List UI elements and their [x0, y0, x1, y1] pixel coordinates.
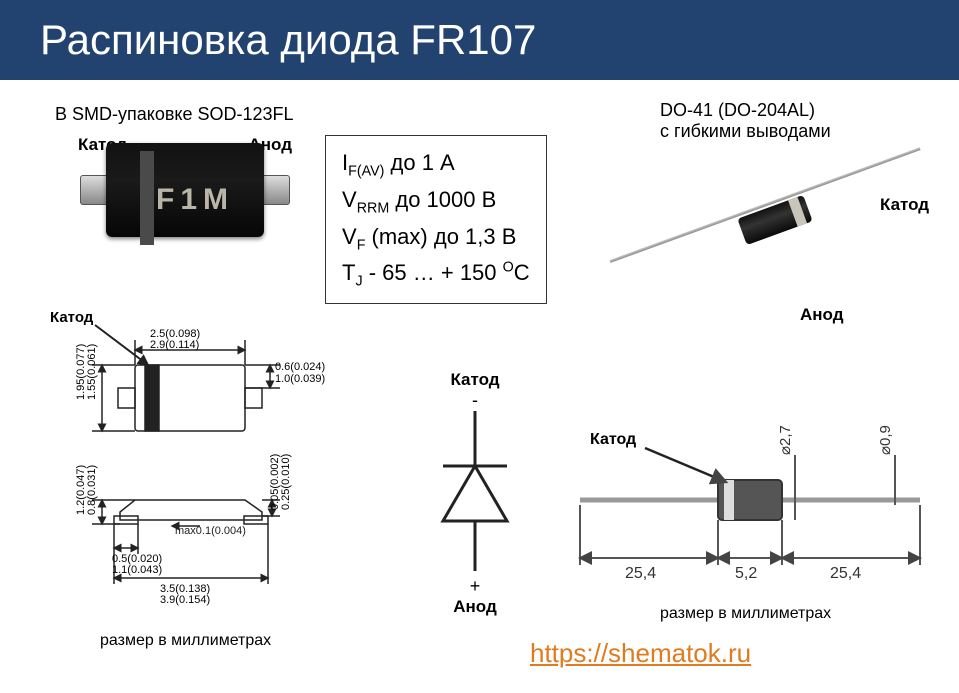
- symbol-minus: -: [400, 390, 550, 411]
- svg-text:1.55(0.061): 1.55(0.061): [86, 344, 98, 400]
- page-title: Распиновка диода FR107: [40, 16, 536, 63]
- do41-anode-label: Анод: [800, 305, 844, 325]
- smd-dim-caption: размер в миллиметрах: [100, 632, 271, 650]
- do41-cathode-band: [788, 197, 807, 227]
- content-area: В SMD-упаковке SOD-123FL Катод Анод F1M …: [0, 80, 959, 685]
- smd-body: F1M: [106, 143, 264, 237]
- spec-box: IF(AV) до 1 А VRRM до 1000 В VF (max) до…: [325, 135, 547, 304]
- svg-text:1.0(0.039): 1.0(0.039): [275, 373, 325, 385]
- svg-text:0.6(0.024): 0.6(0.024): [275, 361, 325, 373]
- symbol-anode-label: Анод: [400, 597, 550, 617]
- smd-cathode-band: [140, 151, 154, 245]
- diode-symbol-svg: [425, 411, 525, 571]
- svg-text:0.25(0.010): 0.25(0.010): [280, 454, 292, 510]
- source-url-link[interactable]: https://shematok.ru: [530, 638, 751, 669]
- symbol-plus: +: [400, 576, 550, 597]
- do41-dim-cathode-label: Катод: [590, 431, 636, 448]
- do41-package-label: DO-41 (DO-204AL) с гибкими выводами: [660, 100, 831, 142]
- svg-text:25,4: 25,4: [830, 565, 861, 582]
- spec-row-vf: VF (max) до 1,3 В: [342, 220, 530, 257]
- svg-text:2.9(0.114): 2.9(0.114): [150, 339, 199, 351]
- svg-text:1.2(0.047): 1.2(0.047): [75, 465, 87, 515]
- do41-cathode-label: Катод: [880, 195, 929, 215]
- smd-dimension-drawing: Катод 2.5(0.098) 2.9(0.114) 0.6(0.024) 1…: [40, 310, 340, 620]
- do41-leads: [609, 147, 920, 263]
- svg-text:3.9(0.154): 3.9(0.154): [160, 594, 210, 606]
- smd-package-label: В SMD-упаковке SOD-123FL: [55, 104, 294, 125]
- svg-text:max0.1(0.004): max0.1(0.004): [175, 525, 246, 537]
- do41-dim-caption: размер в миллиметрах: [660, 605, 831, 623]
- svg-text:⌀0,9: ⌀0,9: [877, 425, 894, 455]
- do41-dimension-drawing: ⌀2,7 ⌀0,9 Катод 25,4 5,2 25,4: [560, 420, 950, 610]
- svg-text:1.1(0.043): 1.1(0.043): [112, 564, 162, 576]
- smd-photo-block: Катод Анод F1M: [55, 135, 315, 245]
- svg-text:1.95(0.077): 1.95(0.077): [75, 344, 87, 400]
- spec-row-vrrm: VRRM до 1000 В: [342, 183, 530, 220]
- page-title-bar: Распиновка диода FR107: [0, 0, 959, 80]
- smd-dim-cathode-label: Катод: [50, 310, 94, 326]
- smd-lead-anode: [260, 175, 290, 205]
- smd-marking: F1M: [156, 183, 234, 217]
- diode-symbol: Катод - + Анод: [400, 370, 550, 610]
- svg-text:25,4: 25,4: [625, 565, 656, 582]
- spec-row-if: IF(AV) до 1 А: [342, 146, 530, 183]
- svg-text:0.8(0.031): 0.8(0.031): [86, 465, 98, 515]
- svg-text:5,2: 5,2: [735, 565, 757, 582]
- svg-text:⌀2,7: ⌀2,7: [777, 425, 794, 455]
- do41-photo-block: Анод Катод: [600, 140, 940, 330]
- spec-row-tj: TJ - 65 … + 150 OC: [342, 256, 530, 293]
- symbol-cathode-label: Катод: [400, 370, 550, 390]
- smd-photo: Катод Анод F1M: [80, 135, 290, 245]
